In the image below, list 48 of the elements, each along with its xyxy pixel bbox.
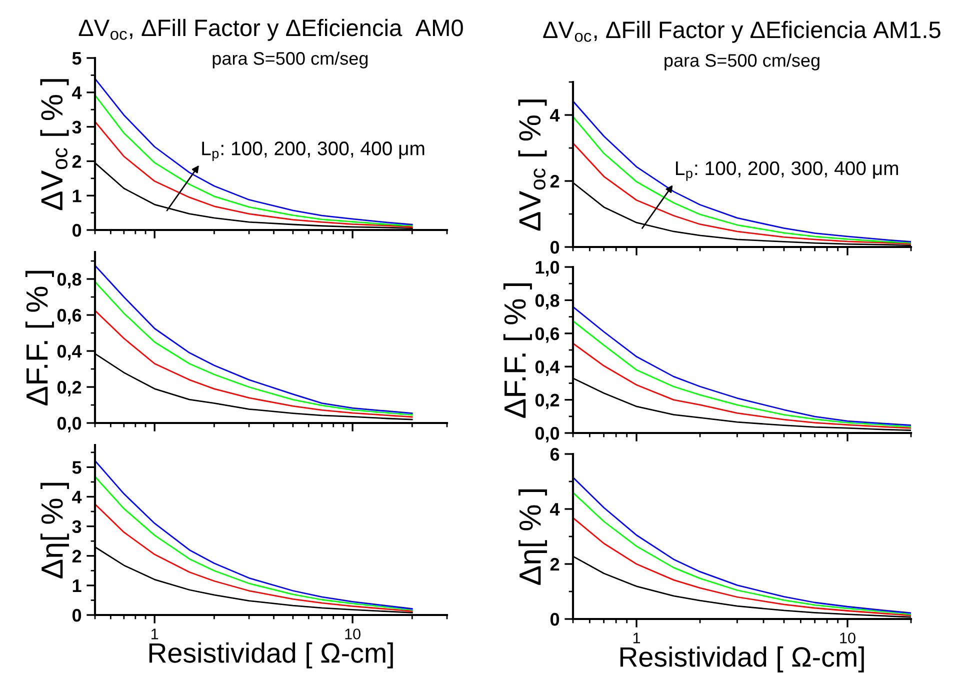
y-tick-label: 4 (550, 503, 560, 516)
x-tick-label: 1 (152, 628, 158, 640)
y-tick-label: 4 (550, 109, 560, 122)
annotation: L$_{p}$: 100, 200, 300, 400 μm (676, 161, 898, 181)
y-tick-label: 2 (72, 155, 82, 168)
y-tick-label: 0,2 (57, 380, 82, 396)
y-tick-label: 2 (72, 550, 82, 562)
y-tick-label: 6 (550, 448, 560, 461)
y-axis-title: ΔV$_{oc}$ [ % ] (518, 100, 547, 231)
y-tick-label: 5 (72, 52, 82, 65)
y-tick-label: 4 (72, 86, 82, 99)
y-tick-label: 1 (72, 580, 82, 592)
chart-subtitle: para S=500 cm/seg (664, 54, 820, 70)
y-tick-label: 0,0 (535, 426, 560, 442)
y-tick-label: 0 (72, 608, 82, 622)
y-tick-label: 0,8 (535, 294, 560, 310)
chart-title: ΔV$_{oc}$, ΔFill Factor y ΔEficiencia AM0 (78, 18, 463, 41)
y-tick-label: 4 (72, 490, 82, 504)
y-tick-label: 0,2 (535, 394, 560, 410)
chart-subtitle: para S=500 cm/seg (212, 52, 368, 68)
y-axis-title: ΔV$_{oc}$ [ % ] (40, 79, 69, 210)
annotation: L$_{p}$: 100, 200, 300, 400 μm (202, 142, 424, 162)
y-tick-label: 2 (550, 558, 560, 571)
y-tick-label: 2 (550, 174, 560, 188)
y-axis-title: Δη[ % ] (518, 489, 547, 585)
y-tick-label: 1,0 (536, 260, 560, 276)
y-tick-label: 0,6 (535, 327, 560, 343)
x-tick-label: 10 (840, 632, 856, 644)
y-axis-title: ΔF.F. [ % ] (25, 270, 54, 406)
y-tick-label: 0 (72, 224, 82, 237)
y-tick-label: 0,4 (535, 360, 560, 376)
y-tick-label: 3 (72, 120, 82, 134)
y-tick-label: 5 (72, 461, 82, 474)
y-tick-label: 1 (72, 190, 82, 202)
y-tick-label: 0,8 (57, 272, 82, 288)
y-tick-label: 0 (550, 612, 560, 626)
x-axis-title: Resistividad [ Ω-cm] (149, 642, 393, 668)
y-tick-label: 0,0 (57, 416, 82, 432)
chart-title: ΔV$_{oc}$, ΔFill Factor y ΔEficiencia AM1.5 (543, 20, 940, 43)
y-tick-label: 3 (72, 520, 82, 534)
x-tick-label: 1 (633, 632, 640, 644)
x-axis-title: Resistividad [ Ω-cm] (620, 646, 864, 672)
x-tick-label: 10 (345, 628, 360, 640)
y-axis-title: ΔF.F. [ % ] (503, 283, 532, 418)
y-axis-title: Δη[ % ] (40, 482, 69, 578)
y-tick-label: 0,6 (57, 308, 82, 324)
y-tick-label: 0 (550, 240, 560, 254)
y-tick-label: 0,4 (57, 344, 82, 360)
